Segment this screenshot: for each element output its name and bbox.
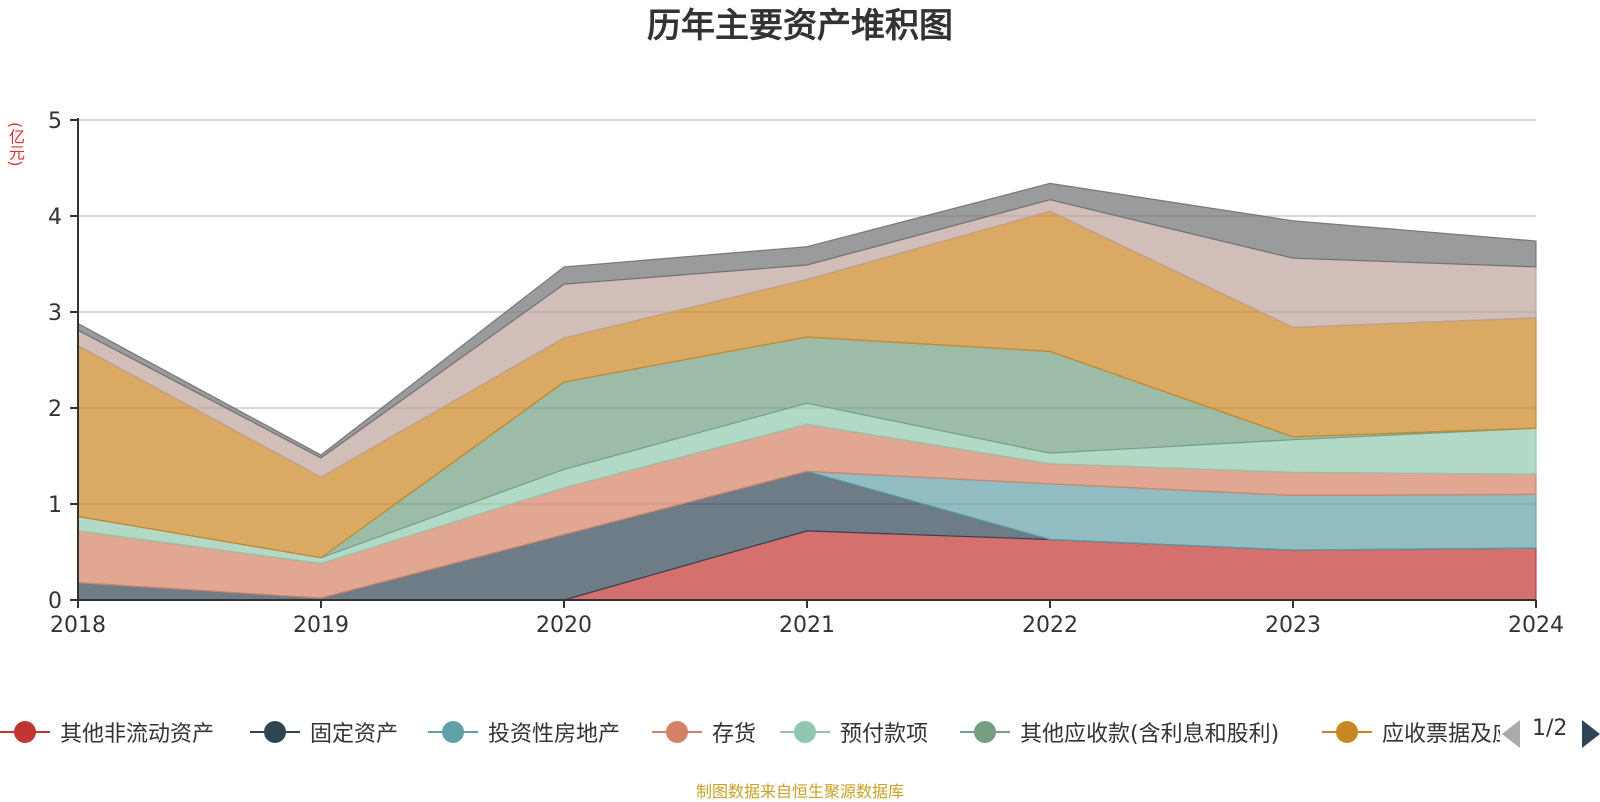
y-tick-label: 4	[48, 205, 62, 230]
legend-item[interactable]: 预付款项	[780, 712, 928, 752]
x-tick-label: 2024	[1508, 613, 1564, 638]
data-source-note: 制图数据来自恒生聚源数据库	[695, 782, 904, 801]
legend-pager: 1/2	[1500, 712, 1600, 752]
chart-title: 历年主要资产堆积图	[647, 6, 953, 46]
y-tick-label: 0	[48, 589, 62, 614]
legend-prev-page-icon[interactable]	[1502, 720, 1520, 748]
legend-label: 应收票据及应收账款	[1382, 722, 1500, 747]
y-tick-label: 2	[48, 397, 62, 422]
legend-label: 固定资产	[310, 722, 399, 747]
legend-marker-icon	[960, 712, 1010, 752]
x-tick-label: 2023	[1265, 613, 1321, 638]
y-axis-unit-label: (亿元)	[6, 122, 25, 167]
legend-label: 其他应收款(含利息和股利)	[1020, 722, 1280, 747]
legend-item[interactable]: 固定资产	[250, 712, 398, 752]
legend-marker-icon	[0, 712, 50, 752]
legend-page-indicator: 1/2	[1532, 716, 1568, 741]
legend-label: 投资性房地产	[488, 722, 621, 747]
x-tick-label: 2019	[293, 613, 349, 638]
x-tick-label: 2018	[50, 613, 106, 638]
legend-item[interactable]: 存货	[652, 712, 756, 752]
legend-label: 其他非流动资产	[60, 722, 215, 747]
legend-marker-icon	[428, 712, 478, 752]
y-tick-label: 1	[48, 493, 62, 518]
legend-marker-icon	[1322, 712, 1372, 752]
legend-marker-icon	[780, 712, 830, 752]
axes: 0 1 2 3 4 5 2018 2019 2020 2021 2022 2023 2024	[48, 109, 1564, 638]
legend-label: 预付款项	[840, 722, 929, 747]
x-tick-label: 2022	[1022, 613, 1078, 638]
legend-item[interactable]: 其他应收款(含利息和股利)	[960, 712, 1279, 752]
legend-marker-icon	[652, 712, 702, 752]
legend-item[interactable]: 应收票据及应收账款	[1322, 712, 1500, 752]
area-series-group	[77, 182, 1537, 601]
stacked-area-chart: 0 1 2 3 4 5 2018 2019 2020 2021 2022 2023 2024	[48, 109, 1564, 638]
legend-marker-icon	[250, 712, 300, 752]
legend: 其他非流动资产 固定资产 投资性房地产 存货 预付款项 其他应收款(含利息和股利) 应收票据…	[0, 712, 1500, 752]
y-tick-label: 5	[48, 109, 62, 134]
x-tick-label: 2020	[536, 613, 592, 638]
legend-item[interactable]: 其他非流动资产	[0, 712, 214, 752]
legend-next-page-icon[interactable]	[1582, 720, 1600, 748]
legend-item[interactable]: 投资性房地产	[428, 712, 620, 752]
y-tick-label: 3	[48, 301, 62, 326]
x-tick-label: 2021	[779, 613, 835, 638]
area-series-8	[77, 182, 1537, 459]
legend-label: 存货	[712, 722, 757, 747]
